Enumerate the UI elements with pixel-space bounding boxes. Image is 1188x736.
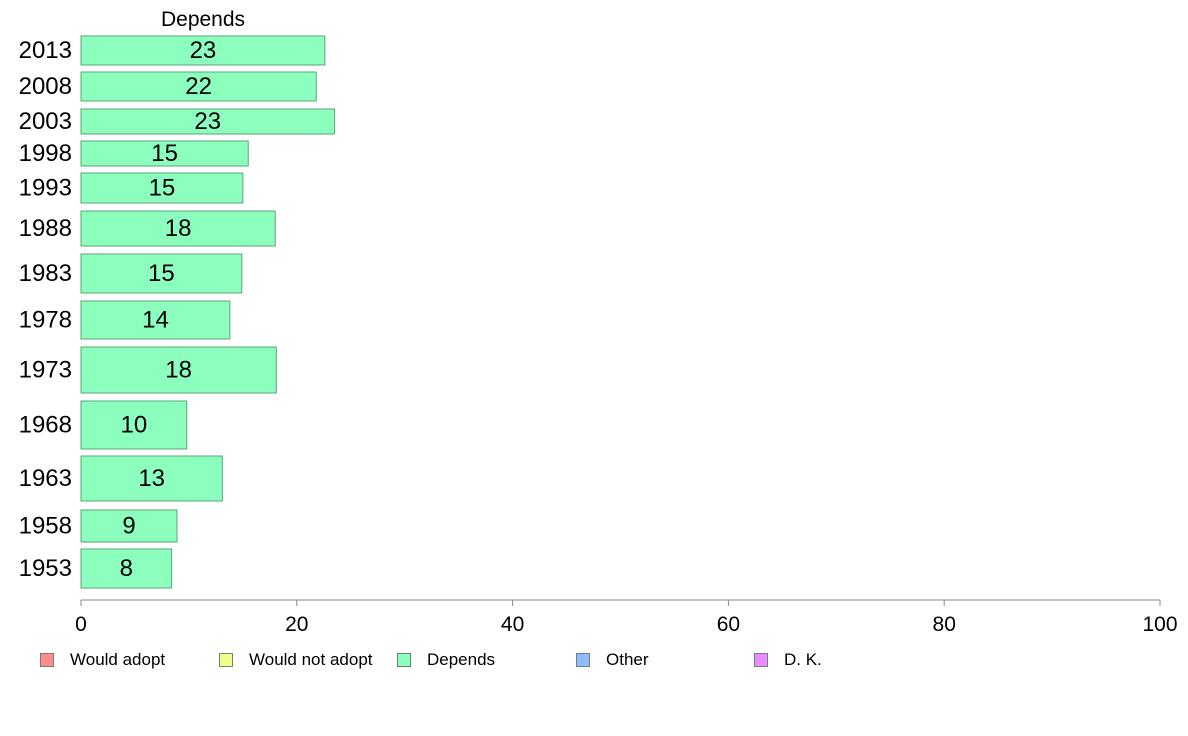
data-label-2013: 23 [190, 37, 217, 64]
bar-1973 [80, 346, 277, 394]
legend-item-other: Other [576, 650, 649, 670]
legend-swatch [219, 653, 233, 667]
category-label-2003: 2003 [19, 108, 72, 135]
legend-item-depends: Depends [397, 650, 495, 670]
legend-swatch [754, 653, 768, 667]
category-label-1993: 1993 [19, 175, 72, 202]
bar-1978 [80, 300, 231, 340]
data-label-2003: 23 [194, 108, 221, 135]
data-label-1958: 9 [122, 513, 135, 540]
legend-label: Would adopt [70, 650, 166, 669]
category-label-1953: 1953 [19, 555, 72, 582]
x-tick-label-40: 40 [501, 613, 524, 636]
category-label-1978: 1978 [19, 307, 72, 334]
bar-1988 [80, 210, 276, 247]
series-header: Depends [161, 8, 245, 31]
legend-label: Other [606, 650, 649, 669]
legend-label: D. K. [784, 650, 822, 669]
legend-label: Depends [427, 650, 496, 669]
bar-1983 [80, 253, 243, 294]
category-label-1968: 1968 [19, 412, 72, 439]
data-label-1993: 15 [149, 175, 176, 202]
legend-item-would-not-adopt: Would not adopt [219, 650, 373, 670]
data-label-1978: 14 [142, 307, 169, 334]
data-label-1968: 10 [121, 412, 148, 439]
category-label-2008: 2008 [19, 73, 72, 100]
data-label-1953: 8 [120, 555, 133, 582]
bar-1998 [80, 140, 249, 167]
data-label-1983: 15 [148, 260, 175, 287]
category-label-1998: 1998 [19, 140, 72, 167]
category-label-1958: 1958 [19, 513, 72, 540]
legend-swatch [397, 653, 411, 667]
legend: Would adopt Would not adopt Depends Other D.… [0, 650, 1188, 678]
bar-1958 [80, 509, 178, 543]
data-label-1973: 18 [165, 357, 192, 384]
bar-2003 [80, 108, 336, 135]
category-label-1963: 1963 [19, 465, 72, 492]
bar-1963 [80, 455, 223, 502]
legend-item-would-adopt: Would adopt [40, 650, 165, 670]
legend-label: Would not adopt [249, 650, 373, 669]
category-label-1988: 1988 [19, 215, 72, 242]
data-label-1963: 13 [138, 465, 165, 492]
category-label-2013: 2013 [19, 37, 72, 64]
x-tick-label-20: 20 [285, 613, 308, 636]
x-tick-label-0: 0 [75, 613, 87, 636]
data-label-2008: 22 [185, 73, 212, 100]
x-tick-label-100: 100 [1142, 613, 1177, 636]
legend-swatch [576, 653, 590, 667]
category-label-1983: 1983 [19, 260, 72, 287]
bar-2013 [80, 35, 326, 66]
legend-item-d-k: D. K. [754, 650, 822, 670]
data-label-1988: 18 [165, 215, 192, 242]
x-tick-label-60: 60 [717, 613, 740, 636]
legend-swatch [40, 653, 54, 667]
x-tick-label-80: 80 [933, 613, 956, 636]
bar-1993 [80, 172, 244, 204]
bar-1968 [80, 400, 188, 450]
bar-1953 [80, 548, 173, 589]
category-label-1973: 1973 [19, 357, 72, 384]
data-label-1998: 15 [151, 140, 178, 167]
bar-2008 [80, 71, 317, 102]
